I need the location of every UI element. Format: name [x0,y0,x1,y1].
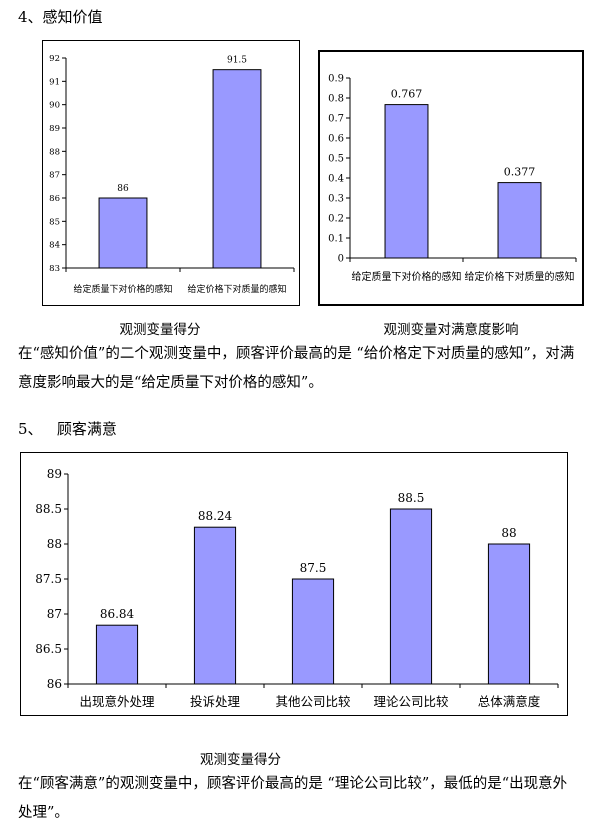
bar [291,578,335,685]
bar [487,543,531,685]
x-tick-label: 给定质量下对价格的感知 [352,270,462,283]
data-label: 88.24 [198,509,233,523]
chart3-customer-satisfaction-scores: 86 86.5 87 87.5 88 88.5 89 86.84 出现意外处理 88.24 投诉处理… [20,452,568,716]
x-tick-label: 给定价格下对质量的感知 [187,283,286,295]
data-label: 0.377 [504,166,536,179]
data-label: 91.5 [227,56,247,66]
y-tick-label: 88.5 [35,502,62,516]
chart2-satisfaction-impact: 0 0.1 0.2 0.3 0.4 0.5 0.6 0.7 0.8 0.9 0.767 给定质量下对价… [318,50,584,306]
bar [98,197,148,269]
y-tick-label: 0.2 [328,214,344,225]
bar [95,624,139,685]
x-tick-label: 理论公司比较 [373,694,449,709]
y-tick-label: 84 [49,241,60,251]
x-tick-label: 投诉处理 [190,694,241,709]
y-tick-label: 0.6 [328,134,344,145]
data-label: 88.5 [398,491,425,505]
y-tick-label: 89 [47,467,62,481]
chart2-plot: 0 0.1 0.2 0.3 0.4 0.5 0.6 0.7 0.8 0.9 0.767 给定质量下对价… [328,74,577,283]
y-tick-label: 0.5 [328,154,344,165]
chart1-caption: 观测变量得分 [119,322,201,338]
x-tick-label: 给定质量下对价格的感知 [73,283,172,295]
y-tick-label: 88 [49,147,60,157]
y-tick-label: 87.5 [35,572,62,586]
y-tick-label: 0.1 [328,234,344,245]
x-tick-label: 出现意外处理 [79,694,155,709]
y-tick-label: 83 [49,264,60,274]
data-label: 87.5 [300,561,327,575]
bar [212,69,262,269]
bar [389,508,433,685]
data-label: 86.84 [100,607,135,621]
bar [497,182,542,259]
y-tick-label: 89 [49,124,60,134]
x-tick-label: 其他公司比较 [275,694,351,709]
y-tick-label: 0.7 [328,114,344,125]
section5-heading: 5、 顾客满意 [18,420,117,438]
bar [193,526,237,685]
y-tick-label: 86 [49,194,60,204]
chart3-caption: 观测变量得分 [200,752,281,768]
y-tick-label: 0 [338,254,344,265]
y-tick-label: 92 [49,54,60,64]
data-label: 86 [117,184,129,194]
y-tick-label: 88 [47,537,62,551]
y-tick-label: 87 [47,607,62,621]
chart2-caption: 观测变量对满意度影响 [383,322,519,338]
y-tick-label: 86 [47,677,62,691]
x-tick-label: 总体满意度 [478,694,541,709]
y-tick-label: 91 [49,77,60,87]
y-tick-label: 0.3 [328,194,344,205]
y-tick-label: 90 [49,101,60,111]
section5-paragraph: 在“顾客满意”的观测变量中，顾客评价最高的是 “理论公司比较”，最低的是“出现意… [18,776,568,821]
chart1-plot: 83 84 85 86 87 88 89 90 91 92 86 给定质量下对价格的感知 91.5 给定价… [49,54,295,295]
x-tick-label: 给定价格下对质量的感知 [465,270,575,283]
section4-paragraph: 在“感知价值”的二个观测变量中，顾客评价最高的是 “给价格定下对质量的感知”，对… [18,346,575,391]
y-tick-label: 85 [49,217,60,227]
section4-heading: 4、感知价值 [18,8,103,26]
y-tick-label: 86.5 [35,642,62,656]
bar [384,104,429,259]
data-label: 0.767 [391,88,423,101]
y-tick-label: 0.8 [328,94,344,105]
y-tick-label: 0.9 [328,74,344,85]
y-tick-label: 87 [49,171,60,181]
chart1-perceived-value-scores: 83 84 85 86 87 88 89 90 91 92 86 给定质量下对价格的感知 91.5 给定价… [42,40,300,306]
chart3-plot: 86 86.5 87 87.5 88 88.5 89 86.84 出现意外处理 88.24 投诉处理… [35,467,559,709]
y-tick-label: 0.4 [328,174,344,185]
data-label: 88 [501,526,516,540]
chart2-frame [318,50,584,306]
